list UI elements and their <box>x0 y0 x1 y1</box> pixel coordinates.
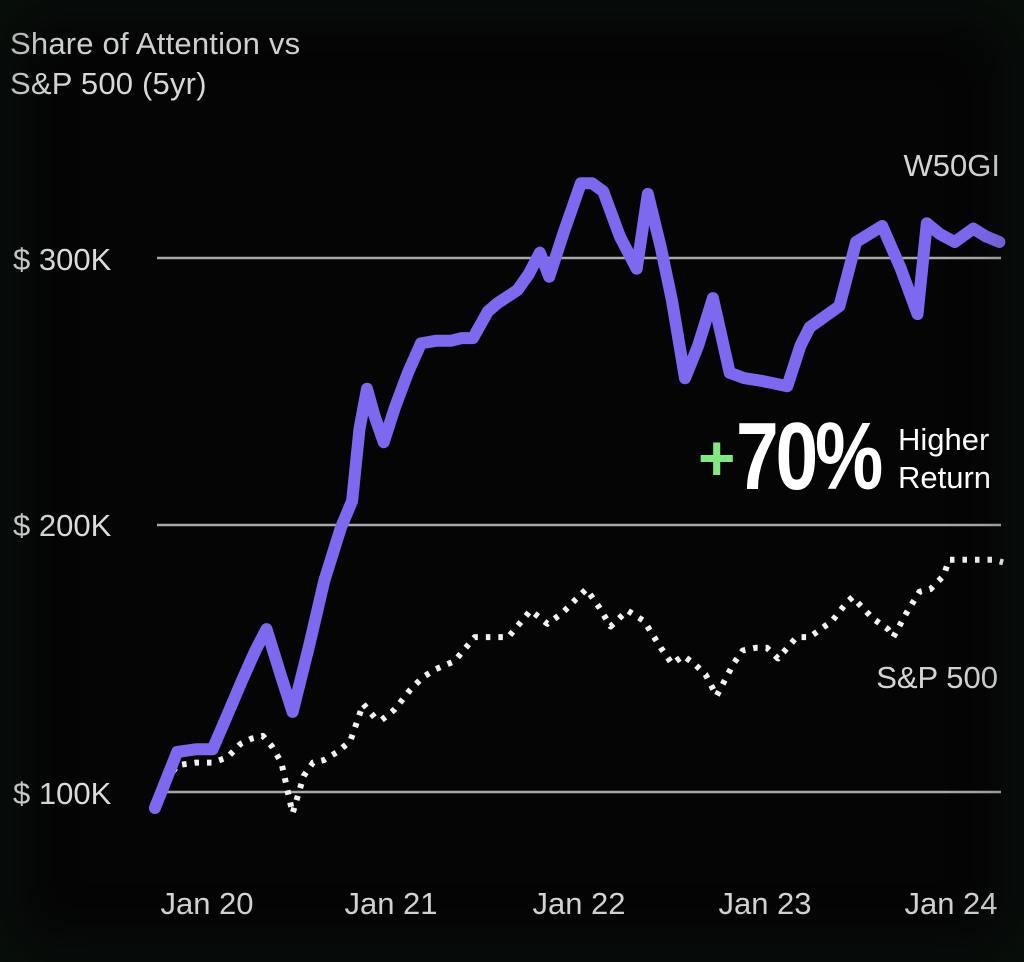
x-axis-tick-jan22: Jan 22 <box>532 886 626 921</box>
y-axis-tick-100k: $ 100K <box>13 776 112 811</box>
w50gi-series-label: W50GI <box>903 148 1000 183</box>
chart-title-line2: S&P 500 (5yr) <box>10 66 207 101</box>
higher-return-label: Higher Return <box>898 421 991 497</box>
y-axis-tick-300k: $ 300K <box>13 242 112 277</box>
y-axis-tick-200k: $ 200K <box>13 508 112 543</box>
higher-return-line1: Higher <box>898 422 990 457</box>
return-annotation: + 70% Higher Return <box>698 407 1018 507</box>
x-axis-tick-jan20: Jan 20 <box>160 886 254 921</box>
x-axis-tick-jan23: Jan 23 <box>718 886 812 921</box>
chart-title-line1: Share of Attention vs <box>10 26 301 61</box>
higher-return-line2: Return <box>898 460 992 495</box>
sp500-series-label: S&P 500 <box>876 660 998 695</box>
x-axis-tick-jan21: Jan 21 <box>344 886 438 921</box>
chart-title: Share of Attention vs S&P 500 (5yr) <box>10 24 300 104</box>
gridlines <box>157 256 1001 794</box>
percent-value: 70% <box>736 403 883 510</box>
plus-icon: + <box>698 422 736 494</box>
x-axis-tick-jan24: Jan 24 <box>904 886 998 921</box>
w50gi-line <box>148 177 1006 814</box>
